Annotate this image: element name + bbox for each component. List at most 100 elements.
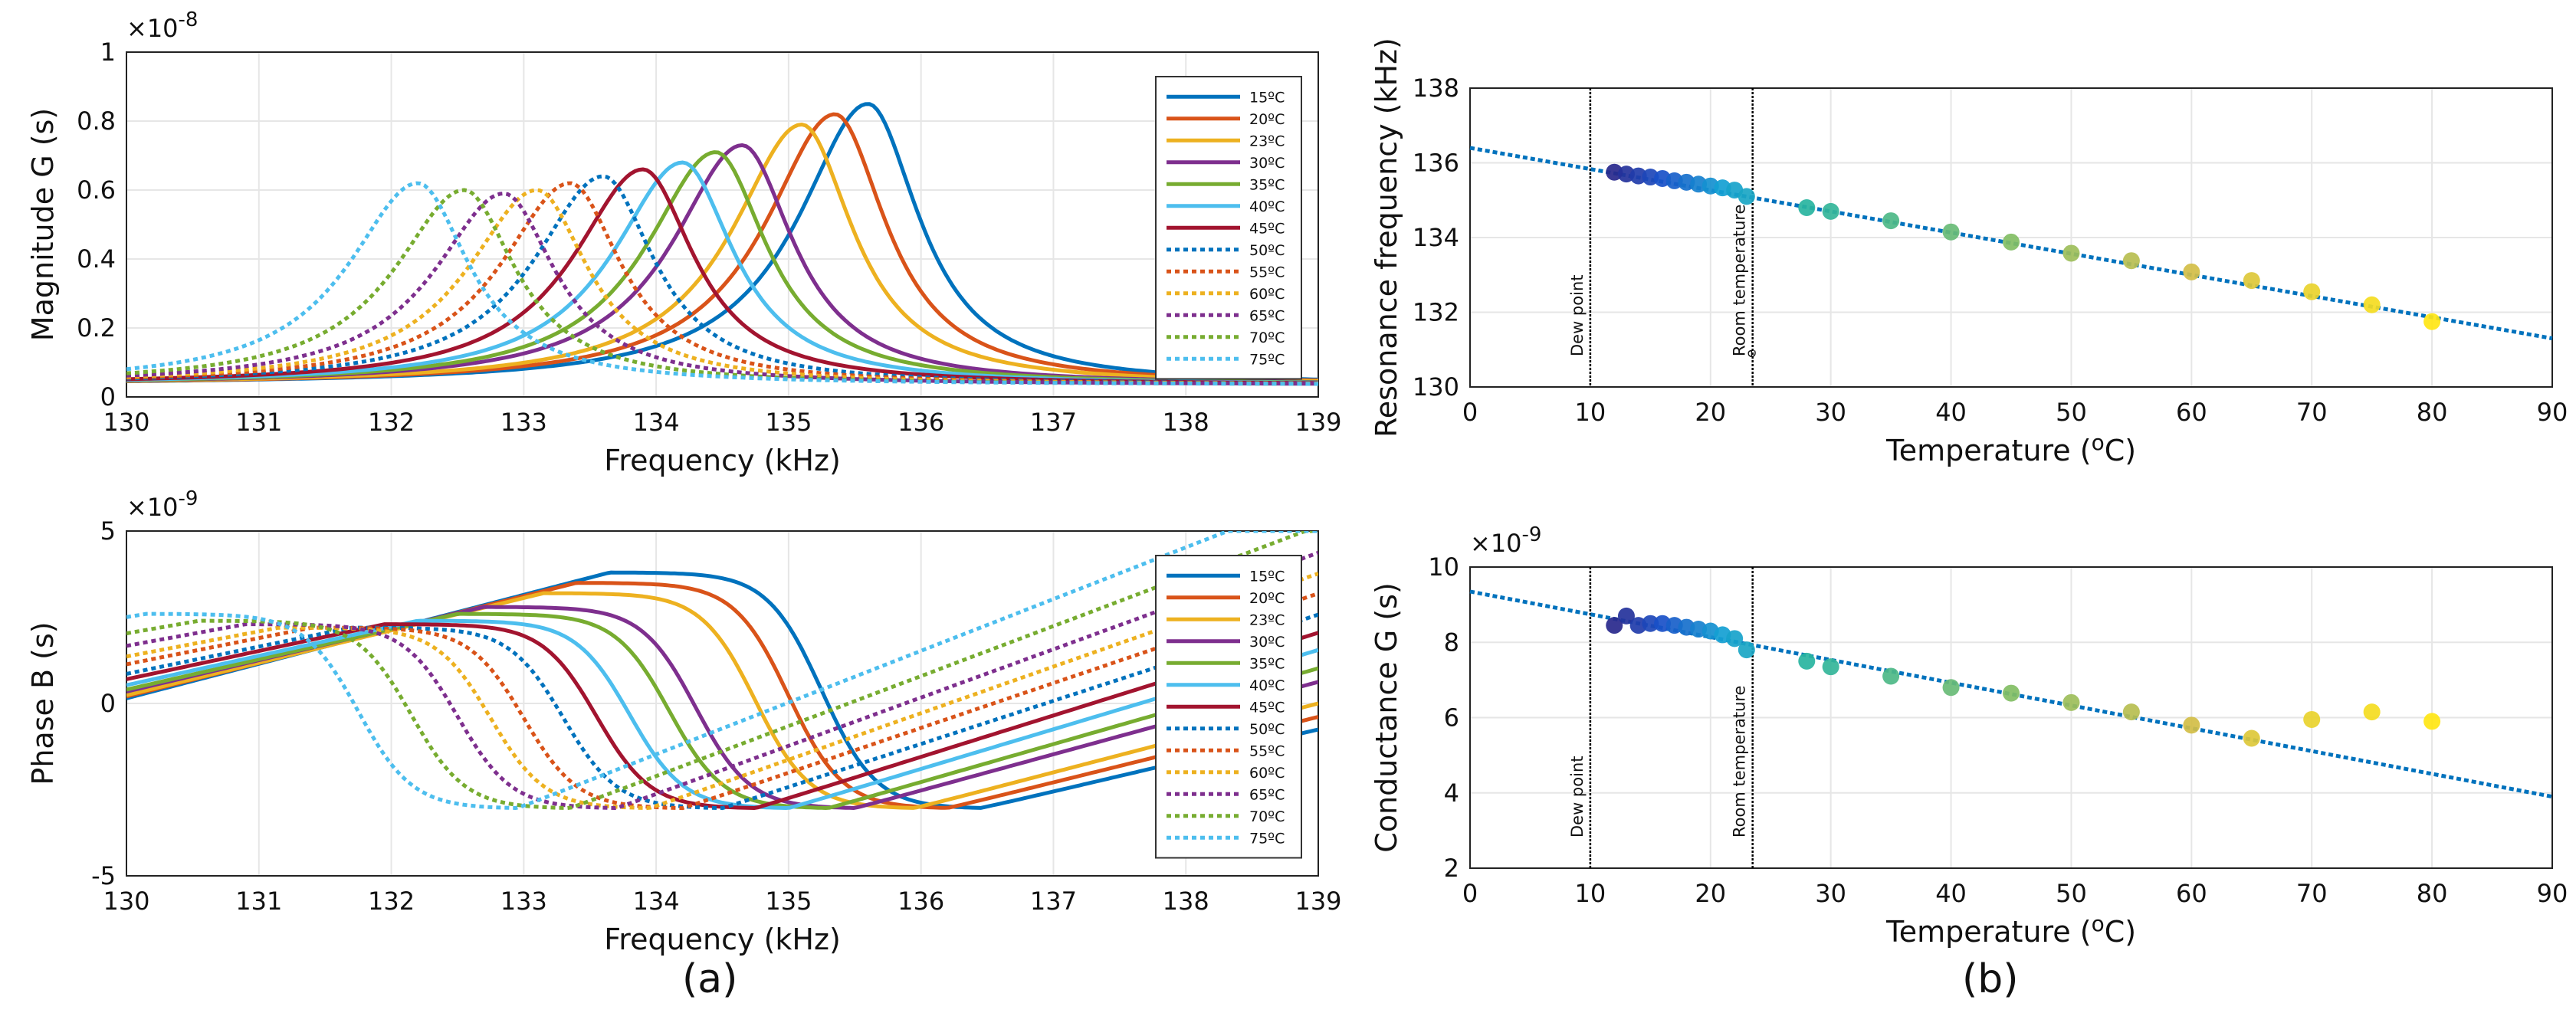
data-point	[2423, 713, 2441, 730]
x-tick-label: 135	[765, 408, 812, 437]
x-tick-label: 60	[2176, 879, 2207, 908]
x-tick-label: 138	[1163, 408, 1209, 437]
legend-label: 65ºC	[1249, 786, 1285, 803]
x-axis-label-end: C)	[2105, 434, 2136, 467]
series-group	[126, 531, 1318, 811]
y-tick-label: 0.4	[77, 244, 116, 274]
data-point	[1942, 223, 1960, 241]
y-axis-label: Phase B (s)	[26, 621, 60, 785]
x-tick-label: 20	[1695, 879, 1726, 908]
y-exponent: -8	[179, 8, 199, 31]
legend-label: 30ºC	[1249, 634, 1285, 651]
annotation-label: Dew point	[1568, 756, 1587, 838]
data-point	[1882, 667, 1900, 685]
y-tick-label: 0	[100, 689, 116, 718]
x-tick-label: 138	[1163, 887, 1209, 916]
x-tick-label: 80	[2417, 398, 2448, 427]
legend-label: 23ºC	[1249, 133, 1285, 149]
series-line-65c	[126, 550, 1318, 810]
data-point	[1606, 617, 1623, 634]
y-exponent: -9	[1522, 523, 1542, 546]
y-tick-label: 8	[1444, 628, 1459, 657]
legend-label: 40ºC	[1249, 198, 1285, 215]
annotation-label: Room temperature	[1731, 205, 1749, 356]
y-tick-label: 0.2	[77, 313, 116, 343]
x-tick-label: 131	[235, 887, 282, 916]
x-tick-label: 135	[765, 887, 812, 916]
axes-resfreq: 0 10 20 30 40 50 60 70 80 90 130 132 134 136 138 Temper…	[1370, 38, 2568, 467]
panel-a-caption: (a)	[682, 956, 738, 1002]
legend: 15ºC 20ºC 23ºC 30ºC 35ºC 40ºC 45ºC 50ºC 55ºC 60ºC…	[1155, 555, 1302, 859]
x-axis-label: Frequency (kHz)	[604, 923, 841, 956]
axes-mag: 130 131 132 133 134 135 136 137 138 139 0 0.2 0.4 0.6…	[26, 8, 1342, 477]
y-tick-label: 10	[1428, 552, 1459, 582]
x-tick-label: 136	[897, 887, 944, 916]
x-tick-label: 10	[1575, 879, 1606, 908]
data-point	[2303, 710, 2321, 728]
legend-label: 50ºC	[1249, 242, 1285, 259]
data-point	[2003, 233, 2020, 251]
y-tick-label: 0	[100, 382, 116, 411]
data-point	[1882, 212, 1900, 230]
legend-label: 35ºC	[1249, 176, 1285, 193]
x-tick-label: 134	[633, 408, 680, 437]
data-point	[1942, 679, 1960, 697]
stray-mark: e	[1744, 349, 1760, 358]
legend-label: 35ºC	[1249, 655, 1285, 672]
axes-cond: 0 10 20 30 40 50 60 70 80 90 2 4 6 8 10 Temperature (oC…	[1370, 523, 2568, 949]
legend-label: 75ºC	[1249, 830, 1285, 847]
x-tick-label: 130	[103, 408, 149, 437]
data-point	[2062, 693, 2080, 711]
data-point	[2183, 263, 2200, 280]
x-tick-label: 30	[1815, 398, 1846, 427]
series-line-70c	[126, 188, 1318, 386]
y-tick-label: 0.8	[77, 107, 116, 136]
data-point	[1617, 607, 1635, 625]
data-point	[2363, 703, 2381, 721]
data-point	[2363, 296, 2381, 313]
y-tick-label: 5	[100, 516, 116, 546]
legend-label: 70ºC	[1249, 329, 1285, 346]
legend-label: 40ºC	[1249, 677, 1285, 694]
series-line-50c	[126, 612, 1318, 811]
legend-label: 23ºC	[1249, 611, 1285, 628]
data-point	[1726, 630, 1744, 647]
series-line-65c	[126, 192, 1318, 386]
x-axis-label: Temperature (oC)	[1885, 430, 2136, 467]
axes-frame	[1469, 87, 2553, 388]
x-tick-label: 132	[368, 408, 415, 437]
y-tick-label: 2	[1444, 854, 1459, 883]
legend-label: 45ºC	[1249, 220, 1285, 237]
data-point	[1798, 652, 1816, 670]
axes-frame	[1469, 566, 2553, 869]
x-tick-label: 131	[235, 408, 282, 437]
series-group	[126, 102, 1318, 386]
x-tick-label: 130	[103, 887, 149, 916]
legend-label: 65ºC	[1249, 307, 1285, 324]
legend-label: 60ºC	[1249, 765, 1285, 782]
data-point	[1822, 202, 1839, 220]
legend-label: 30ºC	[1249, 155, 1285, 172]
x-tick-label: 133	[500, 408, 547, 437]
data-point	[2122, 703, 2140, 721]
legend-label: 55ºC	[1249, 264, 1285, 280]
x-tick-label: 90	[2537, 879, 2568, 908]
data-point	[1798, 199, 1816, 216]
x-tick-label: 80	[2417, 879, 2448, 908]
data-point	[1642, 615, 1659, 632]
x-tick-label: 10	[1575, 398, 1606, 427]
y-tick-label: 4	[1444, 779, 1459, 808]
x-axis-label-sup: o	[2092, 911, 2105, 936]
x-tick-label: 137	[1030, 408, 1077, 437]
data-point	[2122, 252, 2140, 270]
x-tick-label: 20	[1695, 398, 1726, 427]
y-exponent: -9	[179, 487, 199, 510]
y-multiplier: ×10-9	[126, 487, 198, 522]
legend-label: 20ºC	[1249, 590, 1285, 607]
legend-label: 75ºC	[1249, 351, 1285, 368]
legend-label: 15ºC	[1249, 89, 1285, 106]
data-point	[2003, 684, 2020, 702]
x-tick-label: 40	[1935, 879, 1967, 908]
y-tick-label: -5	[91, 861, 116, 890]
